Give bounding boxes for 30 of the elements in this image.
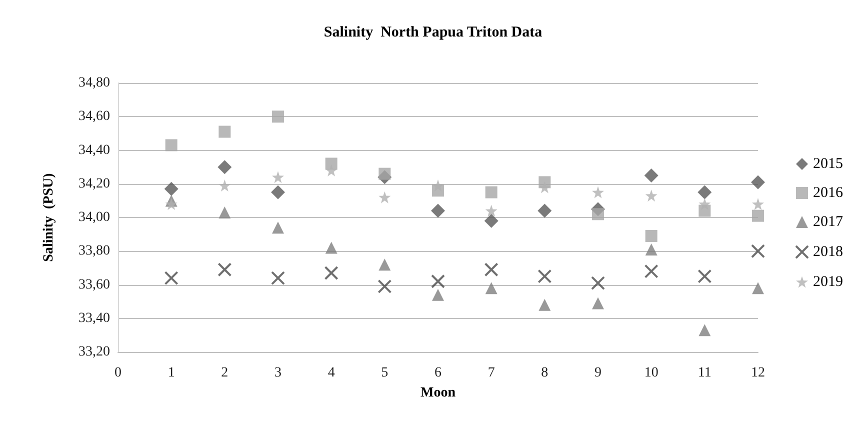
x-tick-label: 2 — [221, 366, 228, 380]
y-tick-label: 33,60 — [78, 277, 110, 292]
y-tick-label: 34,00 — [78, 210, 110, 225]
y-axis-title: Salinity (PSU) — [42, 172, 56, 262]
x-tick-label: 0 — [114, 366, 122, 380]
y-tick-label: 33,20 — [78, 344, 110, 360]
x-tick-label: 12 — [751, 366, 765, 380]
y-tick-label: 33,40 — [78, 310, 110, 326]
x-tick-label: 5 — [381, 366, 388, 380]
legend-label: 2016 — [813, 185, 844, 201]
x-axis-title: Moon — [420, 386, 456, 400]
chart-title: Salinity North Papua Triton Data — [324, 24, 543, 40]
legend-label: 2018 — [813, 244, 843, 260]
legend-label: 2019 — [813, 274, 843, 290]
x-tick-label: 10 — [644, 366, 658, 380]
x-tick-label: 9 — [594, 366, 602, 380]
legend-label: 2017 — [813, 214, 844, 230]
x-tick-label: 11 — [698, 366, 712, 380]
x-tick-label: 3 — [274, 366, 282, 380]
legend-label: 2015 — [813, 156, 843, 172]
y-tick-label: 33,80 — [78, 244, 110, 259]
y-tick-label: 34,40 — [78, 142, 110, 158]
x-tick-label: 4 — [328, 366, 335, 380]
x-tick-label: 1 — [168, 366, 175, 380]
y-tick-label: 34,20 — [78, 176, 110, 192]
y-tick-label: 34,60 — [78, 109, 110, 124]
x-tick-label: 8 — [541, 366, 548, 380]
y-tick-label: 34,80 — [78, 76, 110, 90]
x-tick-label: 6 — [434, 366, 442, 380]
x-tick-label: 7 — [488, 366, 495, 380]
